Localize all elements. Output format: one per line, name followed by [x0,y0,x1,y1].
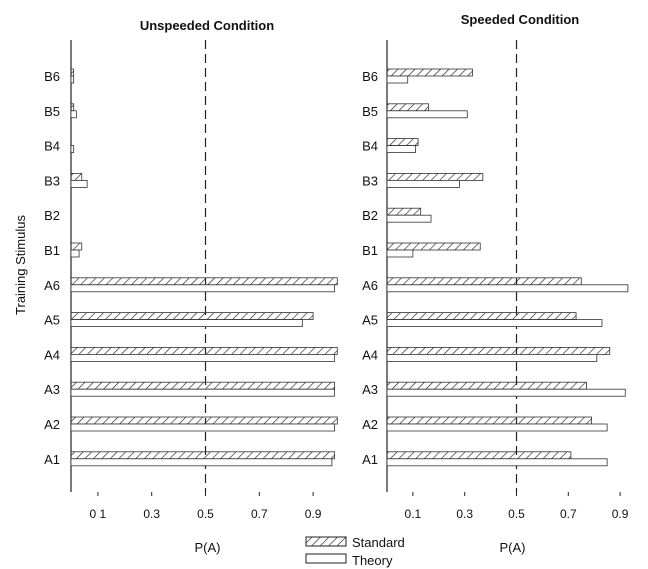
speeded-title: Speeded Condition [461,12,580,27]
category-label: B1 [362,243,378,258]
standard-bar [70,381,336,390]
x-tick-label: 0.7 [560,507,577,521]
theory-bar [70,75,75,84]
x-tick-label: 0.9 [305,507,322,521]
category-label: B4 [44,139,60,154]
standard-bar [70,312,314,321]
category-label: A4 [44,347,60,362]
category-label: B1 [44,243,60,258]
category-label: A1 [362,452,378,467]
x-tick-label: 0.9 [612,507,629,521]
standard-bar [386,138,419,147]
theory-bar [386,110,468,119]
standard-bar [386,451,572,460]
standard-bar [386,172,484,181]
theory-bar [70,388,336,397]
theory-bar [70,319,303,328]
theory-bar [70,423,336,432]
x-tick-label: 0.3 [143,507,160,521]
theory-bar [70,249,80,258]
theory-bar [386,284,629,293]
legend-standard-label: Standard [352,535,405,550]
standard-bar [70,172,83,181]
category-label: A5 [44,313,60,328]
category-label: A2 [362,417,378,432]
standard-bar [386,346,611,355]
category-label: B3 [44,173,60,188]
category-label: B5 [362,104,378,119]
legend-theory-swatch [305,553,347,564]
standard-bar [70,416,338,425]
theory-bar [70,179,88,188]
category-label: A2 [44,417,60,432]
x-tick-label: 0.1 [405,507,422,521]
x-tick-label: 0 1 [90,507,107,521]
standard-bar [386,103,429,112]
theory-bar [386,75,409,84]
theory-bar [70,145,75,154]
standard-bar [70,346,338,355]
legend-theory-label: Theory [352,553,393,568]
theory-bar [386,388,626,397]
standard-bar [386,68,473,77]
x-tick-label: 0.3 [456,507,473,521]
category-label: B4 [362,139,378,154]
standard-bar [70,103,75,112]
theory-bar [70,458,333,467]
standard-bar [386,207,422,216]
category-label: A3 [44,382,60,397]
category-label: B2 [362,208,378,223]
theory-bar [386,249,414,258]
standard-bar [386,242,481,251]
standard-bar [70,68,75,77]
standard-bar [386,381,587,390]
standard-bar [70,242,83,251]
category-label: B2 [44,208,60,223]
theory-bar [386,319,603,328]
x-tick-label: 0.5 [197,507,214,521]
theory-bar [70,284,336,293]
theory-bar [70,353,336,362]
category-label: B5 [44,104,60,119]
x-tick-label: 0.5 [508,507,525,521]
theory-bar [386,145,416,154]
unspeeded-title: Unspeeded Condition [140,18,274,33]
speeded-panel: B6 B5 B4 B3 B2 B1 A6 A5 A4 A3 A2 A1 0.1 0.3 0.5 0.7 0.9 P… [362,40,629,555]
category-label: B3 [362,173,378,188]
standard-bar [70,277,338,286]
theory-bar [386,353,598,362]
theory-bar [386,458,608,467]
standard-bar [70,451,336,460]
category-label: A1 [44,452,60,467]
x-tick-label: 0.7 [251,507,268,521]
category-label: B6 [44,69,60,84]
category-label: A5 [362,313,378,328]
category-label: A6 [362,278,378,293]
legend-standard-swatch [305,536,347,547]
theory-bar [386,179,460,188]
standard-bar [386,312,577,321]
theory-bar [386,423,608,432]
x-axis-label: P(A) [500,540,526,555]
standard-bar [386,416,593,425]
category-label: A3 [362,382,378,397]
category-label: A4 [362,347,378,362]
legend: Standard Theory [305,535,405,568]
y-axis-label: Training Stimulus [13,215,28,315]
category-label: A6 [44,278,60,293]
unspeeded-panel: B6 B5 B4 B3 B2 B1 A6 A5 A4 A3 A2 A1 0 1 0.3 0.5 0.7 0.9 P… [44,40,338,555]
standard-bar [386,277,582,286]
theory-bar [70,110,77,119]
theory-bar [386,214,432,223]
x-axis-label: P(A) [195,540,221,555]
category-label: B6 [362,69,378,84]
